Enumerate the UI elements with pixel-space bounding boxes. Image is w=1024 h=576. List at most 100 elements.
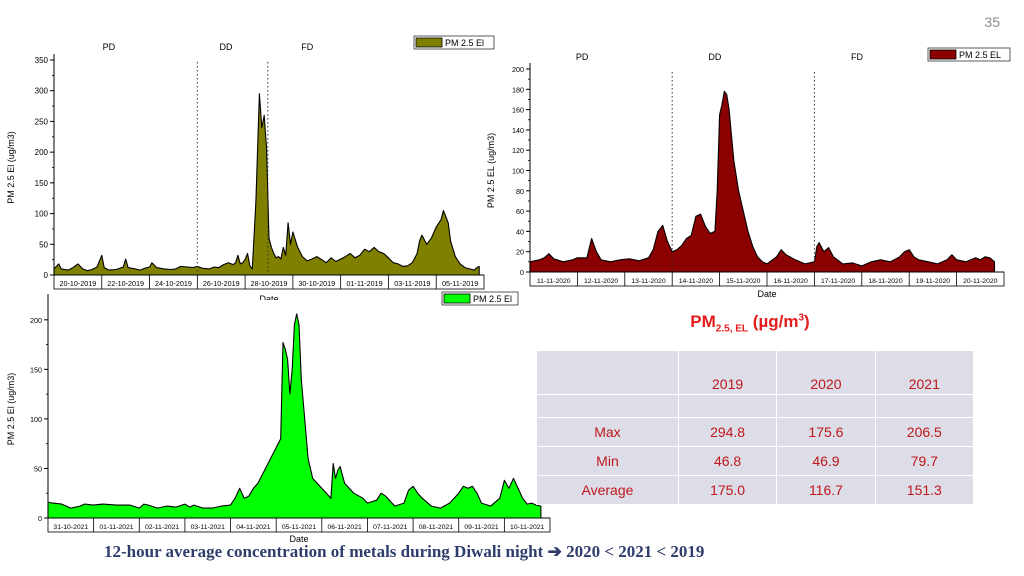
area-series-2021 <box>47 313 542 519</box>
caption-text: 12-hour average concentration of metals … <box>104 542 544 561</box>
x-tick-label: 05-11-2021 <box>282 524 316 531</box>
x-axis-title: Date <box>757 289 776 299</box>
table-title-units-post: ) <box>804 312 810 331</box>
phase-label: DD <box>220 42 233 52</box>
x-axis-title: Date <box>289 534 308 544</box>
stats-cell: 79.7 <box>874 446 975 476</box>
phase-label: DD <box>708 52 721 62</box>
x-tick-label: 03-11-2021 <box>191 524 225 531</box>
x-axis-title: Date <box>259 294 278 300</box>
y-tick-label: 40 <box>516 227 524 236</box>
slide-number: 35 <box>984 14 1000 30</box>
stats-cell: 206.5 <box>874 417 975 447</box>
stats-table: 2019 2020 2021 Max 294.8 175.6 206.5 Min… <box>536 350 975 505</box>
y-tick-label: 0 <box>520 268 524 277</box>
y-tick-label: 80 <box>516 187 524 196</box>
y-tick-label: 100 <box>512 167 524 176</box>
x-tick-label: 07-11-2021 <box>373 524 407 531</box>
x-tick-label: 18-11-2020 <box>868 278 902 285</box>
slide-caption: 12-hour average concentration of metals … <box>104 542 864 562</box>
x-tick-label: 02-11-2021 <box>145 524 179 531</box>
area-series-2019 <box>53 93 480 276</box>
y-tick-label: 100 <box>30 415 42 424</box>
table-title-units-pre: (µg/m <box>752 312 799 331</box>
x-tick-label: 04-11-2021 <box>236 524 270 531</box>
legend-swatch <box>443 293 471 304</box>
legend-swatch <box>929 49 957 60</box>
y-tick-label: 50 <box>39 240 48 249</box>
y-tick-label: 180 <box>512 85 524 94</box>
x-tick-label: 09-11-2021 <box>464 524 498 531</box>
x-tick-label: 15-11-2020 <box>726 278 760 285</box>
table-title: PM2.5, EL (µg/m3) <box>640 312 860 334</box>
stats-row-label: Min <box>536 446 679 476</box>
x-tick-label: 20-11-2020 <box>963 278 997 285</box>
x-tick-strip <box>47 517 551 533</box>
y-tick-label: 0 <box>44 271 49 280</box>
legend-label: PM 2.5 EL <box>959 50 1001 60</box>
y-axis-title: PM 2.5 El (ug/m3) <box>6 373 16 446</box>
y-tick-label: 250 <box>35 117 49 126</box>
stats-cell: 116.7 <box>776 475 876 505</box>
x-tick-label: 17-11-2020 <box>821 278 855 285</box>
stats-spacer-row <box>536 394 975 418</box>
legend-swatch <box>415 37 443 48</box>
stats-row-label: Average <box>536 475 679 505</box>
y-tick-label: 120 <box>512 146 524 155</box>
stats-cell: 175.0 <box>677 475 778 505</box>
y-tick-label: 60 <box>516 207 524 216</box>
x-tick-label: 01-11-2019 <box>346 279 382 288</box>
x-tick-label: 31-10-2021 <box>53 524 88 531</box>
y-tick-label: 200 <box>512 65 524 74</box>
x-tick-label: 28-10-2019 <box>251 279 288 288</box>
area-series-2020 <box>529 90 996 273</box>
y-tick-label: 150 <box>35 179 49 188</box>
chart-2019: 0 50 100 150 200 250 300 350 20-10-2019 22-10-201… <box>6 35 495 300</box>
phase-label: PD <box>576 52 589 62</box>
stats-cell: 46.9 <box>776 446 876 476</box>
stats-cell: 294.8 <box>677 417 778 447</box>
chart-2020: 0 20 40 60 80 100 120 140 160 180 200 11-11-2020 12-… <box>486 47 1011 299</box>
x-tick-label: 08-11-2021 <box>419 524 453 531</box>
x-tick-strip <box>53 274 485 290</box>
table-title-main: PM <box>690 312 716 331</box>
legend-label: PM 2.5 El <box>473 294 512 304</box>
table-title-units-sup: 3 <box>798 312 805 324</box>
x-tick-label: 26-10-2019 <box>203 279 240 288</box>
x-tick-label: 16-11-2020 <box>774 278 808 285</box>
phase-label: FD <box>851 52 863 62</box>
y-tick-label: 200 <box>30 316 42 325</box>
y-tick-label: 160 <box>512 106 524 115</box>
stats-header-cell: 2019 <box>677 350 778 395</box>
x-tick-label: 19-11-2020 <box>916 278 950 285</box>
y-tick-label: 300 <box>35 87 49 96</box>
stats-row-max: Max 294.8 175.6 206.5 <box>536 417 975 447</box>
x-tick-label: 03-11-2019 <box>394 279 430 288</box>
stats-cell: 151.3 <box>874 475 975 505</box>
y-axis-title: PM 2.5 EL (ug/m3) <box>486 133 496 208</box>
stats-row-label: Max <box>536 417 679 447</box>
y-tick-label: 100 <box>35 210 49 219</box>
y-tick-label: 150 <box>30 365 42 374</box>
table-title-sub: 2.5, EL <box>715 323 749 335</box>
stats-row-average: Average 175.0 116.7 151.3 <box>536 475 975 505</box>
phase-label: FD <box>301 42 313 52</box>
x-tick-label: 20-10-2019 <box>59 279 96 288</box>
x-tick-label: 22-10-2019 <box>107 279 144 288</box>
y-tick-label: 50 <box>34 464 42 473</box>
x-tick-label: 01-11-2021 <box>99 524 133 531</box>
stats-header-cell <box>536 350 679 395</box>
y-tick-label: 350 <box>35 56 49 65</box>
y-tick-label: 200 <box>35 148 49 157</box>
y-axis-title: PM 2.5 El (ug/m3) <box>6 131 16 204</box>
x-tick-label: 30-10-2019 <box>298 279 335 288</box>
x-tick-label: 12-11-2020 <box>584 278 618 285</box>
stats-header-row: 2019 2020 2021 <box>536 350 975 395</box>
arrow-icon: ➔ <box>547 542 562 561</box>
stats-header-cell: 2020 <box>776 350 876 395</box>
y-tick-label: 140 <box>512 126 524 135</box>
x-tick-label: 10-11-2021 <box>510 524 544 531</box>
x-tick-label: 06-11-2021 <box>328 524 362 531</box>
phase-label: PD <box>103 42 116 52</box>
x-tick-label: 05-11-2019 <box>442 279 478 288</box>
